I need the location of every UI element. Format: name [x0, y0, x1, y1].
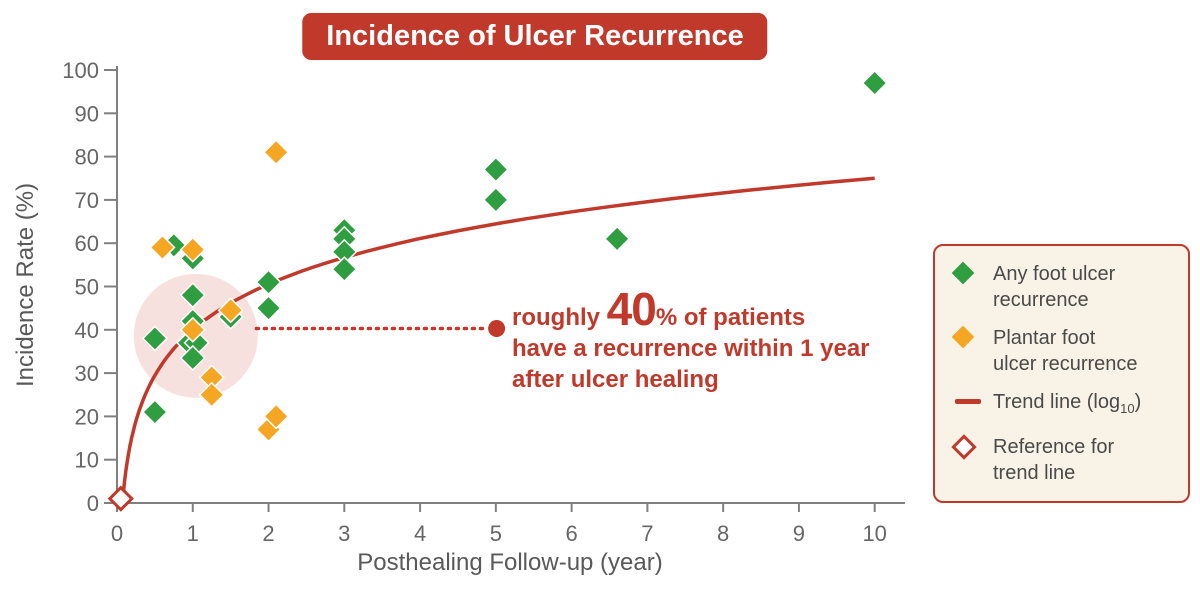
- x-tick-label: 6: [565, 521, 577, 546]
- x-tick-label: 1: [187, 521, 199, 546]
- callout-pre: roughly: [512, 304, 607, 331]
- y-tick-label: 30: [75, 361, 99, 386]
- data-point-any-recurrence: [255, 295, 282, 322]
- data-point-any-recurrence: [482, 156, 509, 183]
- y-tick-label: 60: [75, 231, 99, 256]
- data-point-plantar-recurrence: [198, 381, 225, 408]
- data-point-plantar-recurrence: [179, 316, 206, 343]
- legend-item-any-recurrence: Any foot ulcer recurrence: [951, 261, 1178, 313]
- legend-label: Any foot ulcer recurrence: [993, 263, 1116, 311]
- y-tick-label: 0: [87, 491, 99, 516]
- x-tick-label: 3: [338, 521, 350, 546]
- x-tick-label: 9: [793, 521, 805, 546]
- data-point-any-recurrence: [141, 399, 168, 426]
- reference-point: [107, 485, 134, 512]
- x-tick-label: 2: [262, 521, 274, 546]
- legend-label: Plantar foot ulcer recurrence: [993, 327, 1138, 375]
- data-point-plantar-recurrence: [217, 297, 244, 324]
- open-diamond-icon: [951, 434, 977, 460]
- legend-label: Reference for trend line: [993, 436, 1115, 484]
- green-diamond-icon: [951, 261, 975, 285]
- chart-title: Incidence of Ulcer Recurrence: [302, 13, 768, 60]
- data-point-any-recurrence: [331, 256, 358, 283]
- data-point-any-recurrence: [861, 69, 888, 97]
- x-axis-title: Posthealing Follow-up (year): [357, 549, 663, 576]
- data-point-any-recurrence: [482, 186, 509, 213]
- y-tick-label: 90: [75, 101, 99, 126]
- y-tick-label: 10: [75, 448, 99, 473]
- trend-line-icon: [955, 399, 981, 404]
- data-point-any-recurrence: [141, 325, 168, 352]
- x-tick-label: 0: [111, 521, 123, 546]
- data-point-any-recurrence: [179, 282, 206, 309]
- data-point-any-recurrence: [604, 225, 631, 252]
- data-point-any-recurrence: [255, 269, 282, 296]
- callout-line-3: after ulcer healing: [512, 366, 719, 393]
- x-tick-label: 5: [490, 521, 502, 546]
- y-tick-label: 70: [75, 188, 99, 213]
- x-tick-label: 4: [414, 521, 426, 546]
- legend-label: Trend line (log10): [993, 391, 1142, 416]
- y-tick-label: 80: [75, 145, 99, 170]
- x-tick-label: 7: [641, 521, 653, 546]
- legend-item-plantar-recurrence: Plantar foot ulcer recurrence: [951, 325, 1178, 377]
- y-axis-title: Incidence Rate (%): [12, 182, 39, 388]
- data-point-plantar-recurrence: [149, 234, 176, 261]
- data-point-plantar-recurrence: [263, 139, 290, 166]
- x-tick-label: 8: [717, 521, 729, 546]
- callout-text: roughly 40% of patients have a recurrenc…: [512, 286, 957, 395]
- legend-item-trend-line: Trend line (log10): [951, 389, 1178, 422]
- callout-big-number: 40: [606, 283, 657, 335]
- callout-dot: [488, 320, 506, 338]
- y-tick-label: 20: [75, 404, 99, 429]
- legend: Any foot ulcer recurrence Plantar foot u…: [933, 244, 1190, 503]
- data-point-any-recurrence: [179, 344, 206, 372]
- callout-post: of patients: [677, 304, 806, 331]
- x-tick-label: 10: [862, 521, 886, 546]
- callout-line-2: have a recurrence within 1 year: [512, 335, 870, 362]
- legend-item-reference: Reference for trend line: [951, 434, 1178, 486]
- orange-diamond-icon: [951, 325, 975, 349]
- data-point-plantar-recurrence: [179, 236, 206, 263]
- y-tick-label: 100: [62, 58, 99, 83]
- callout-percent: %: [655, 304, 678, 331]
- data-point-plantar-recurrence: [263, 403, 290, 430]
- y-tick-label: 50: [75, 275, 99, 300]
- callout-line-1: roughly 40% of patients: [512, 286, 957, 333]
- y-tick-label: 40: [75, 318, 99, 343]
